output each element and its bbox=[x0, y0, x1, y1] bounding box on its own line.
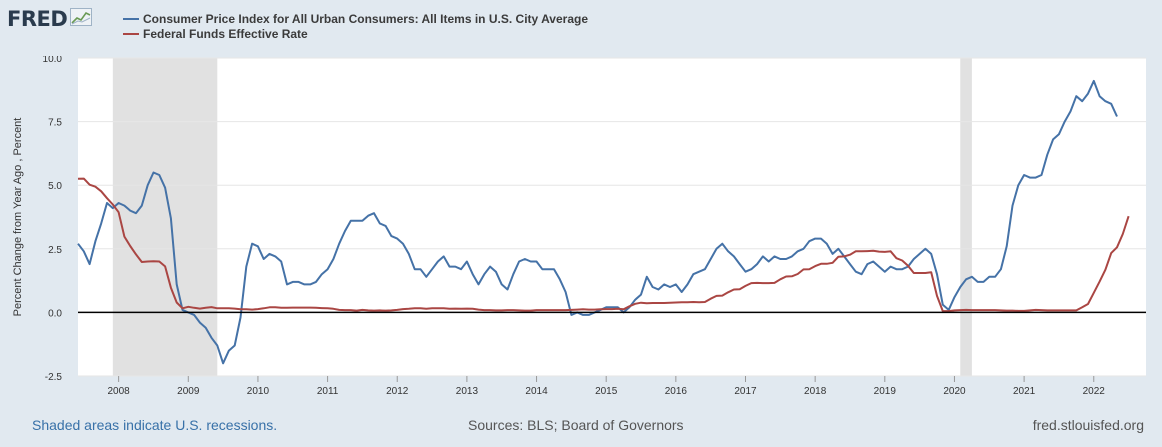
x-tick-label: 2015 bbox=[595, 386, 618, 397]
x-tick-label: 2019 bbox=[874, 386, 897, 397]
y-tick-label: 10.0 bbox=[43, 56, 63, 65]
x-tick-label: 2011 bbox=[317, 386, 339, 397]
y-tick-label: 2.5 bbox=[48, 245, 62, 256]
x-tick-label: 2017 bbox=[734, 386, 757, 397]
y-tick-label: 5.0 bbox=[48, 181, 62, 192]
y-tick-label: -2.5 bbox=[45, 372, 63, 383]
fred-logo[interactable]: FRED bbox=[7, 7, 93, 31]
x-tick-label: 2022 bbox=[1083, 386, 1106, 397]
line-chart-icon bbox=[70, 7, 93, 31]
recession-band bbox=[112, 58, 218, 376]
legend-label-fed-funds: Federal Funds Effective Rate bbox=[143, 27, 308, 41]
sources-text: Sources: BLS; Board of Governors bbox=[468, 417, 684, 433]
legend-label-cpi: Consumer Price Index for All Urban Consu… bbox=[143, 12, 588, 26]
legend-item-cpi[interactable]: Consumer Price Index for All Urban Consu… bbox=[123, 12, 588, 26]
chart-area: -2.5 0.0 2.5 5.0 7.5 10.0 2008 2009 2010 2011 2012… bbox=[0, 54, 1162, 415]
x-tick-label: 2014 bbox=[525, 386, 548, 397]
x-tick-label: 2010 bbox=[247, 386, 270, 397]
legend-swatch-fed-funds bbox=[123, 33, 139, 35]
x-tick-label: 2013 bbox=[456, 386, 479, 397]
x-tick-label: 2012 bbox=[386, 386, 409, 397]
recession-band bbox=[960, 58, 972, 376]
x-tick-label: 2020 bbox=[943, 386, 966, 397]
fred-logo-text: FRED bbox=[7, 7, 68, 31]
series-line-cpi[interactable] bbox=[77, 79, 1118, 365]
x-tick-label: 2018 bbox=[804, 386, 827, 397]
fred-url-link[interactable]: fred.stlouisfed.org bbox=[1032, 417, 1144, 433]
chart-footer: Shaded areas indicate U.S. recessions. S… bbox=[0, 410, 1162, 447]
chart-header: FRED Consumer Price Index for All Urban … bbox=[0, 0, 1162, 56]
series-line-fed-funds[interactable] bbox=[77, 177, 1130, 313]
recession-note-link[interactable]: Shaded areas indicate U.S. recessions. bbox=[32, 417, 278, 433]
chart-svg[interactable]: -2.5 0.0 2.5 5.0 7.5 10.0 2008 2009 2010 2011 2012… bbox=[0, 54, 1162, 410]
y-tick-label: 7.5 bbox=[48, 118, 62, 129]
y-tick-label: 0.0 bbox=[48, 308, 62, 319]
legend-item-fed-funds[interactable]: Federal Funds Effective Rate bbox=[123, 27, 308, 41]
x-tick-label: 2008 bbox=[108, 386, 131, 397]
x-tick-label: 2009 bbox=[177, 386, 200, 397]
legend-swatch-cpi bbox=[123, 18, 139, 20]
x-tick-label: 2021 bbox=[1013, 386, 1036, 397]
y-axis-title: Percent Change from Year Ago , Percent bbox=[12, 118, 24, 317]
x-tick-label: 2016 bbox=[665, 386, 688, 397]
